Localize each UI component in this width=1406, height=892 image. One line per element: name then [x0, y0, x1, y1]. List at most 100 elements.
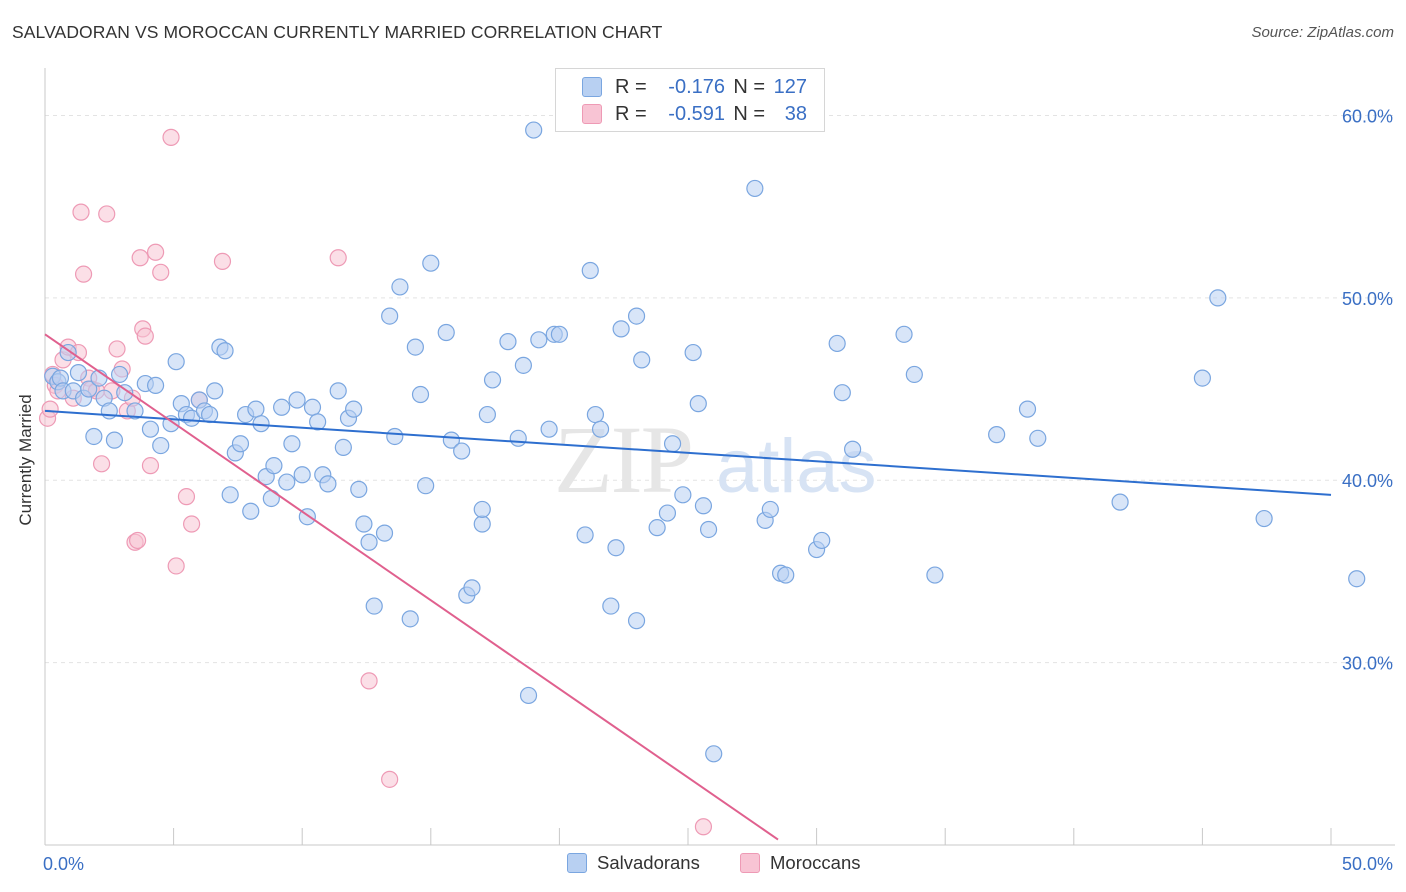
moroccan-point: [177, 488, 196, 506]
salvadoran-point: [375, 524, 394, 542]
moroccan-point: [167, 557, 185, 575]
n-label: N =: [733, 75, 765, 98]
watermark-zip: ZIP: [554, 406, 692, 513]
salvadoran-point: [828, 334, 846, 353]
salvadoran-point: [530, 331, 548, 349]
salvadoran-point: [273, 398, 291, 416]
salvadoran-point: [381, 307, 399, 325]
moroccan-point: [98, 205, 116, 223]
salvadoran-point: [602, 597, 620, 615]
salvadoran-point: [1255, 509, 1273, 528]
moroccans-legend-label: Moroccans: [770, 852, 861, 873]
salvadoran-point: [303, 398, 322, 416]
salvadoran-point: [463, 579, 481, 597]
moroccan-point: [329, 249, 347, 267]
salvadoran-point: [221, 486, 239, 504]
moroccan-point: [162, 128, 180, 146]
salvadoran-point: [1348, 570, 1366, 588]
salvadoran-point: [288, 391, 306, 409]
legend-row-salvadoran: R = -0.176 N = 127: [582, 74, 807, 100]
salvadoran-point: [265, 457, 283, 475]
chart-title: SALVADORAN VS MOROCCAN CURRENTLY MARRIED…: [12, 22, 663, 42]
salvadoran-point: [705, 745, 723, 763]
salvadoran-point: [417, 477, 435, 495]
moroccan-r-value: -0.591: [668, 102, 725, 125]
salvadoran-point: [550, 325, 569, 343]
salvadoran-point: [1111, 493, 1129, 511]
y-tick-label: 30.0%: [1342, 654, 1393, 674]
source-label: Source: ZipAtlas.com: [1251, 24, 1394, 41]
salvadoran-point: [183, 409, 201, 427]
salvadoran-point: [746, 179, 764, 198]
salvadoran-point: [684, 343, 702, 362]
salvadoran-point: [110, 365, 129, 384]
moroccan-point: [381, 770, 399, 788]
salvadoran-point: [576, 526, 594, 544]
salvadoran-point: [80, 380, 98, 398]
salvadoran-point: [627, 307, 646, 325]
r-label: R =: [615, 102, 647, 125]
axes: [44, 68, 1395, 846]
salvadoran-point: [334, 438, 352, 457]
salvadoran-point: [262, 489, 280, 508]
salvadoran-point: [391, 278, 409, 296]
moroccan-point: [92, 455, 111, 473]
salvadoran-point: [473, 515, 491, 533]
salvadoran-point: [152, 436, 170, 455]
correlation-legend: R = -0.176 N = 127 R = -0.591 N = 38: [555, 68, 825, 132]
salvadoran-point: [519, 686, 538, 705]
salvadoran-point: [699, 520, 718, 539]
moroccan-point: [74, 265, 93, 283]
salvadoran-point: [116, 384, 134, 402]
salvadoran-point: [1209, 289, 1227, 307]
salvadoran-point: [278, 473, 296, 491]
moroccan-point: [360, 672, 378, 690]
salvadoran-point: [926, 566, 944, 584]
moroccan-n-value: 38: [784, 102, 807, 125]
salvadoran-point: [69, 364, 88, 382]
salvadoran-point: [206, 382, 224, 400]
salvadoran-point: [85, 427, 103, 446]
salvadoran-point: [905, 365, 923, 384]
salvadoran-point: [231, 435, 250, 453]
salvadoran-point: [201, 405, 219, 424]
x-tick-label: 50.0%: [1342, 854, 1393, 874]
salvadoran-trend-line: [44, 409, 1332, 496]
gridlines: [45, 114, 1395, 664]
salvadoran-point: [309, 413, 327, 431]
salvadoran-point: [100, 402, 118, 420]
salvadoran-point: [437, 323, 455, 342]
salvadoran-points: [44, 121, 1366, 763]
salvadoran-point: [319, 475, 337, 493]
salvadoran-point: [509, 429, 527, 447]
salvadoran-swatch: [582, 77, 602, 97]
trend-lines: [44, 333, 1332, 841]
salvadoran-point: [453, 442, 471, 460]
salvadorans-legend-swatch: [567, 853, 587, 873]
salvadoran-point: [345, 400, 363, 418]
moroccan-point: [141, 457, 160, 475]
salvadoran-point: [247, 400, 265, 418]
watermark-atlas: atlas: [716, 424, 877, 509]
salvadoran-point: [813, 531, 831, 550]
salvadoran-point: [473, 500, 491, 519]
salvadoran-point: [586, 405, 605, 424]
moroccans-legend-swatch: [740, 853, 760, 873]
salvadoran-point: [355, 515, 373, 533]
salvadoran-point: [591, 420, 610, 438]
salvadoran-point: [216, 342, 234, 360]
salvadoran-point: [293, 466, 311, 484]
salvadoran-n-value: 127: [773, 75, 807, 98]
bottom-legend-moroccans: Moroccans: [740, 852, 860, 874]
salvadoran-point: [499, 333, 517, 351]
moroccan-point: [694, 818, 713, 836]
salvadoran-point: [607, 539, 625, 557]
salvadoran-point: [283, 435, 301, 453]
bottom-legend-salvadorans: Salvadorans: [567, 852, 700, 874]
r-label: R =: [615, 75, 647, 98]
salvadoran-point: [612, 320, 630, 338]
moroccan-point: [72, 203, 90, 221]
salvadoran-point: [1018, 400, 1037, 418]
salvadoran-point: [525, 121, 543, 139]
moroccan-point: [213, 252, 232, 270]
